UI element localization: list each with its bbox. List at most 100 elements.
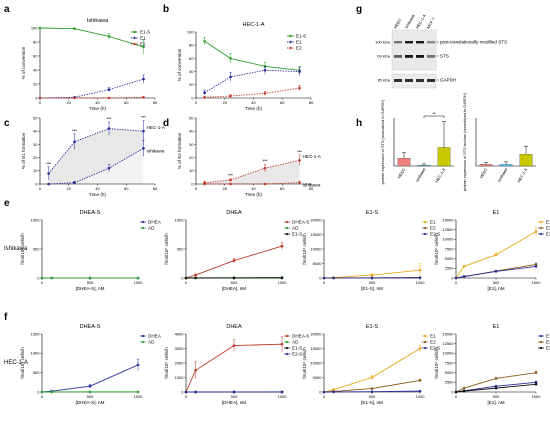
data-point-e2 [107, 96, 111, 100]
series-line-dhea-s [185, 343, 283, 393]
data-point-e1-s [107, 35, 111, 38]
data-point-e2-s [194, 390, 197, 394]
band-label: STS [440, 54, 449, 59]
y-axis-label: % of E1 formation [21, 132, 26, 169]
x-axis-label: Time (h) [89, 106, 106, 111]
data-point-e1-s [232, 276, 236, 280]
x-axis-label: [E1-S], nM [361, 286, 383, 291]
y-tick-label: 1000 [31, 351, 41, 356]
area-between-series [48, 128, 144, 184]
y-tick-label: 15000 [310, 346, 322, 351]
y-tick-label: 12500 [442, 341, 454, 346]
series-line-e1 [204, 69, 300, 94]
data-point-e2-s [370, 390, 374, 394]
data-point-hec-1-a [73, 140, 76, 144]
y-tick-label: 5000 [313, 375, 323, 380]
data-point-dhea-s [280, 244, 284, 248]
data-point-ad [136, 390, 140, 394]
data-point-e1 [418, 268, 422, 272]
x-tick-label: 80 [309, 186, 314, 191]
legend-label: AD [292, 340, 299, 345]
data-point-ad [136, 276, 140, 280]
y-axis-label: fmol/10⁶ cells/h [20, 347, 25, 379]
legend-marker [133, 30, 136, 34]
row-label-f: HEC-1-A [4, 360, 28, 366]
data-point-dhea-s [194, 368, 197, 372]
legend-marker [289, 34, 292, 38]
data-point-ishikawa [298, 181, 301, 184]
legend-marker [285, 352, 289, 356]
marker-label: 100 kDa [375, 39, 391, 44]
legend-label: DHEA-S [292, 220, 309, 225]
legend-marker [539, 220, 543, 224]
legend-marker [133, 42, 136, 46]
panel-letter-h: h [356, 118, 362, 129]
data-point-e1-s [142, 45, 145, 49]
legend-marker [539, 232, 543, 236]
x-tick-label: 500 [369, 280, 376, 285]
x-tick-label: 0 [455, 394, 458, 399]
series-annotation: HEC-1-A [303, 154, 322, 159]
chart-panel-f-dhea: 0 500 1000 0 1000 2000 3000 4000 DHEA [DHEA], nM f… [164, 324, 309, 405]
y-tick-label: 0 [37, 389, 40, 394]
data-point-e2-s [280, 390, 284, 394]
data-point-e2-s [534, 265, 538, 268]
legend-label: E1-S [296, 34, 306, 39]
y-tick-label: 0 [451, 389, 454, 394]
bar-heec [397, 158, 411, 167]
significance-bracket [423, 115, 445, 118]
data-point-e1-s [494, 384, 498, 388]
x-tick-label: 1000 [416, 280, 426, 285]
panel-letter-f: f [4, 312, 8, 323]
data-point-ishikawa [203, 182, 206, 186]
y-tick-label: 500 [177, 246, 184, 251]
x-tick-label: 60 [280, 100, 285, 105]
data-point-e1-s [203, 39, 206, 43]
y-tick-label: 2500 [445, 380, 455, 385]
data-point-e1-s [229, 57, 232, 60]
x-tick-label: 80 [153, 100, 158, 105]
chart-title: DHEA-S [80, 324, 101, 330]
y-tick-label: 100 [31, 25, 38, 30]
bar-hec-1-a [437, 147, 451, 167]
panel-letter-d: d [163, 118, 169, 129]
legend-label: E1 [430, 220, 436, 225]
data-point-ad [50, 276, 53, 280]
data-point-hec-1-a [263, 166, 267, 170]
y-axis-label: protein expression of STS isoform (norma… [463, 92, 467, 191]
significance-mark: ** [432, 111, 436, 116]
y-tick-label: 1000 [175, 375, 185, 380]
legend-marker [423, 334, 427, 338]
y-tick-label: 0 [181, 275, 184, 280]
y-axis-label: fmol/10⁶ cells/h [164, 347, 169, 379]
series-line-e2 [455, 372, 537, 393]
chart-panel-e-e1-s: 0 500 100005000100001500020000E1-S[E1-S], … [302, 210, 440, 291]
x-tick-label: 20 [67, 100, 72, 105]
data-point-e2-s [418, 276, 422, 280]
x-axis-label: Time (h) [89, 192, 106, 197]
y-tick-label: 40 [33, 67, 38, 72]
panel-letter-b: b [163, 4, 169, 15]
data-point-e2-s [462, 275, 466, 278]
y-tick-label: 0 [319, 389, 322, 394]
panel-letter-a: a [4, 4, 10, 15]
data-point-e1 [203, 91, 206, 95]
y-tick-label: 50 [189, 115, 194, 120]
panel-letter-c: c [4, 118, 10, 129]
legend-marker [423, 220, 427, 224]
data-point-e2 [73, 96, 76, 100]
x-tick-label: 0 [195, 186, 198, 191]
data-point-ad [40, 390, 44, 394]
data-point-hec-1-a [107, 127, 111, 130]
legend-label: E1-S [292, 346, 302, 351]
data-point-e1-s [462, 265, 466, 268]
blot-membrane-gapdh [391, 73, 437, 89]
y-tick-label: 500 [33, 370, 40, 375]
y-tick-label: 7500 [445, 246, 455, 251]
y-tick-label: 20000 [310, 217, 322, 222]
y-tick-label: 10000 [442, 237, 454, 242]
y-tick-label: 0 [37, 275, 40, 280]
chart-title: HEC-1-A [242, 22, 264, 28]
data-point-e1 [298, 70, 301, 73]
category-label: Ishikawa [496, 166, 508, 183]
